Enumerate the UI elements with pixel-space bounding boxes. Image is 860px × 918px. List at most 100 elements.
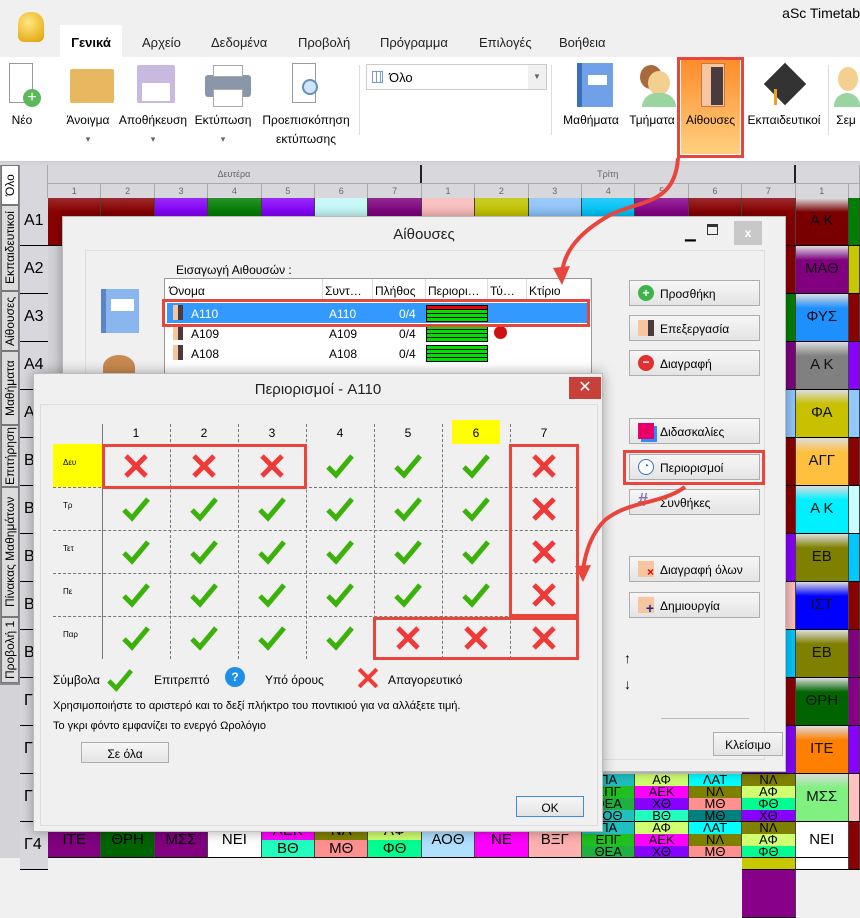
timetable-cell[interactable]	[849, 342, 860, 390]
timetable-cell[interactable]: ΝΕΙ	[795, 822, 849, 858]
tab-options[interactable]: Επιλογές	[479, 35, 532, 50]
constraint-cell[interactable]	[393, 580, 423, 610]
delete-all-button[interactable]: × Διαγραφή όλων	[629, 556, 760, 582]
timetable-cell[interactable]: ΘΡΗ	[795, 678, 849, 726]
column-header[interactable]: Συντ…	[323, 279, 373, 301]
period-header[interactable]: 7	[540, 426, 548, 440]
constraint-cell[interactable]	[461, 623, 491, 653]
column-header[interactable]: Κτίριο	[527, 279, 591, 301]
constraint-cell[interactable]	[529, 623, 559, 653]
constraint-cell[interactable]	[257, 451, 287, 481]
timetable-cell[interactable]: ΑΦ ΑΕΚ ΧΘ	[635, 822, 689, 858]
period-header[interactable]: 3	[268, 426, 276, 440]
constraint-cell[interactable]	[529, 537, 559, 567]
side-tab-4[interactable]: Επιτήρηση	[1, 425, 19, 487]
timetable-cell[interactable]: ΦΥΣ	[795, 294, 849, 342]
move-down-button[interactable]: ↓	[624, 676, 631, 692]
constraint-cell[interactable]	[121, 580, 151, 610]
constraint-cell[interactable]	[393, 623, 423, 653]
timetable-cell[interactable]: ΕΒ	[795, 630, 849, 678]
constraint-cell[interactable]	[461, 537, 491, 567]
timetable-cell[interactable]: Α Κ	[795, 486, 849, 534]
close-button[interactable]: ✕	[569, 377, 601, 399]
timetable-cell[interactable]: Α Κ	[795, 342, 849, 390]
timetable-cell[interactable]	[849, 390, 860, 438]
chevron-down-icon[interactable]: ▼	[528, 65, 546, 89]
create-button[interactable]: + Δημιουργία	[629, 592, 760, 618]
side-tab-1[interactable]: Εκπαιδευτικοί	[1, 205, 19, 291]
lessons-button[interactable]: Διδασκαλίες	[629, 418, 760, 444]
constraint-cell[interactable]	[325, 580, 355, 610]
constraint-cell[interactable]	[325, 623, 355, 653]
edit-button[interactable]: Επεξεργασία	[629, 315, 760, 341]
view-filter-combo[interactable]: Όλο ▼	[366, 64, 547, 90]
timetable-cell[interactable]	[849, 438, 860, 486]
timetable-cell[interactable]: ΦΑ	[795, 390, 849, 438]
constraint-cell[interactable]	[257, 623, 287, 653]
period-header[interactable]: 1	[132, 426, 140, 440]
app-logo-bell-icon[interactable]	[18, 12, 44, 42]
constraint-cell[interactable]	[257, 494, 287, 524]
timetable-cell[interactable]: ΛΑΤ ΝΛ ΜΘ	[688, 822, 743, 858]
timetable-cell[interactable]: ΑΦ ΑΕΚ ΧΘ ΒΘ	[635, 774, 689, 822]
delete-button[interactable]: − Διαγραφή	[629, 350, 760, 376]
day-header[interactable]: Πε	[63, 587, 73, 596]
print-button[interactable]: Εκτύπωση ▾	[192, 61, 254, 149]
column-header[interactable]: Περιορι…	[426, 279, 488, 301]
constraint-cell[interactable]	[325, 451, 355, 481]
add-button[interactable]: + Προσθήκη	[629, 280, 760, 306]
open-button[interactable]: Άνοιγμα ▾	[60, 61, 116, 149]
constraint-cell[interactable]	[529, 451, 559, 481]
classes-view-button[interactable]: Τμήματα	[626, 61, 678, 130]
day-header[interactable]: Τετ	[63, 544, 74, 553]
table-row[interactable]: A110 A110 0/4	[167, 303, 589, 323]
constraint-cell[interactable]	[325, 537, 355, 567]
timetable-cell[interactable]	[849, 678, 860, 726]
side-tab-3[interactable]: Μαθήματα	[1, 351, 19, 425]
constraint-cell[interactable]	[189, 537, 219, 567]
conditions-button[interactable]: # Συνθήκες	[629, 489, 760, 515]
timetable-cell[interactable]: ΙΣΤ	[795, 582, 849, 630]
apply-to-all-button[interactable]: Σε όλα	[81, 742, 169, 763]
seminars-view-button[interactable]: Σεμ	[832, 61, 860, 130]
constraint-cell[interactable]	[121, 451, 151, 481]
timetable-cell[interactable]	[849, 582, 860, 630]
minimize-button[interactable]: ▁	[685, 225, 696, 241]
period-header[interactable]: 5	[404, 426, 412, 440]
constraint-cell[interactable]	[121, 494, 151, 524]
timetable-cell[interactable]	[849, 294, 860, 342]
table-row[interactable]: A108 A108 0/4	[167, 343, 589, 363]
timetable-cell[interactable]	[849, 246, 860, 294]
timetable-cell[interactable]: ΜΣΣ	[795, 774, 849, 822]
day-header[interactable]: Δευ	[53, 444, 102, 487]
column-header[interactable]: Όνομα	[167, 279, 323, 301]
teachers-view-button[interactable]: Εκπαιδευτικοί	[744, 61, 824, 130]
lessons-view-button[interactable]: Μαθήματα	[558, 61, 624, 130]
ok-button[interactable]: OK	[516, 796, 584, 817]
day-header[interactable]: Τρ	[63, 501, 73, 510]
timetable-cell[interactable]	[849, 822, 860, 870]
timetable-cell[interactable]: ΝΛ ΑΦ ΦΘ ΧΘ	[742, 774, 796, 822]
timetable-cell[interactable]	[849, 486, 860, 534]
side-tab-0[interactable]: Όλο	[1, 165, 19, 205]
constraint-cell[interactable]	[325, 494, 355, 524]
tab-schedule[interactable]: Πρόγραμμα	[380, 35, 448, 50]
constraint-cell[interactable]	[461, 494, 491, 524]
constraint-cell[interactable]	[257, 537, 287, 567]
tab-help[interactable]: Βοήθεια	[559, 35, 606, 50]
day-header[interactable]: Παρ	[63, 630, 78, 639]
timetable-cell[interactable]: ΑΓΓ	[795, 438, 849, 486]
constraint-cell[interactable]	[393, 537, 423, 567]
maximize-button[interactable]	[707, 224, 718, 235]
constraint-cell[interactable]	[189, 623, 219, 653]
constraint-cell[interactable]	[189, 494, 219, 524]
column-header[interactable]: Τύ…	[488, 279, 527, 301]
column-header[interactable]: Πλήθος	[373, 279, 426, 301]
constraint-cell[interactable]	[257, 580, 287, 610]
timetable-cell[interactable]	[849, 726, 860, 774]
side-tab-2[interactable]: Αίθουσες	[1, 291, 19, 351]
timetable-cell[interactable]: ΝΛ ΑΦ ΦΘ	[742, 822, 796, 858]
constraint-cell[interactable]	[529, 580, 559, 610]
period-header[interactable]: 4	[336, 426, 344, 440]
side-tab-6[interactable]: Προβολή 1	[1, 617, 19, 683]
